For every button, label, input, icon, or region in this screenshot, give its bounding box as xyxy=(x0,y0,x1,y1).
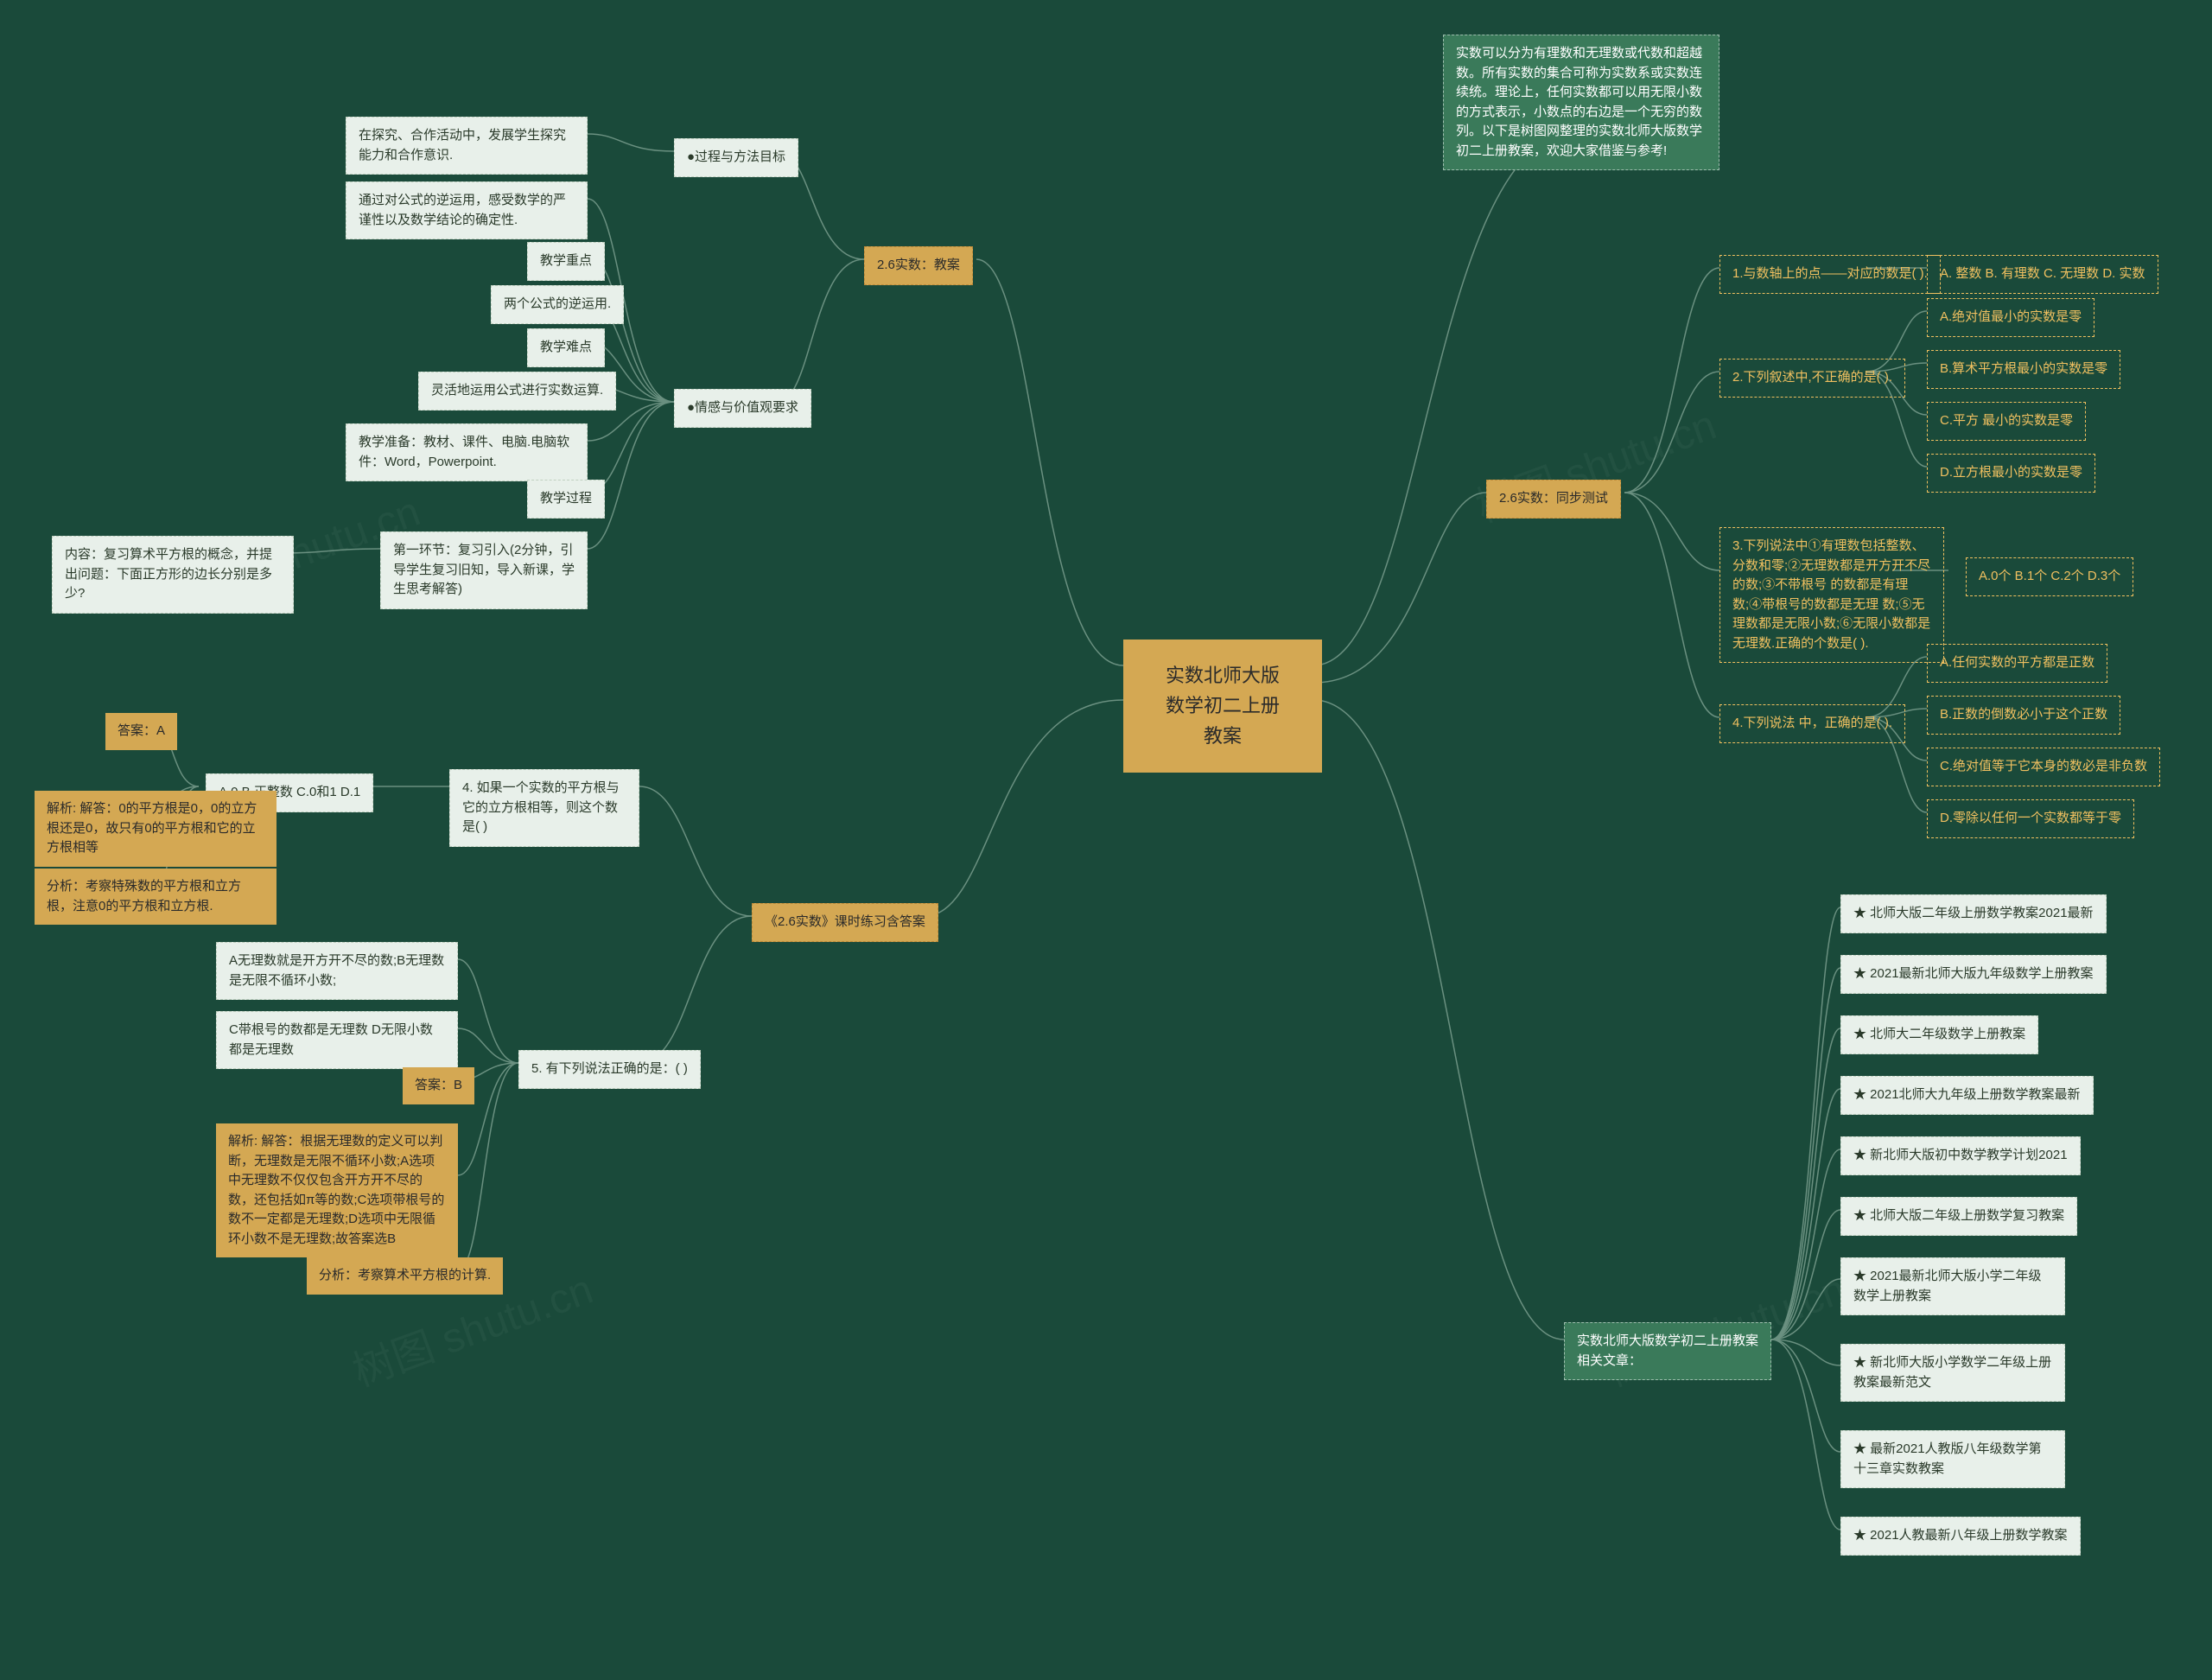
node-b-q4: 4.下列说法 中，正确的是( ). xyxy=(1719,704,1905,743)
branch-a-title: 2.6实数：教案 xyxy=(864,246,973,285)
node-b-q2: 2.下列叙述中,不正确的是( ). xyxy=(1719,359,1905,398)
node-a-c8: 教学过程 xyxy=(527,480,605,519)
node-d-item-7: ★ 新北师大版小学数学二年级上册教案最新范文 xyxy=(1840,1344,2065,1402)
node-d-item-6: ★ 2021最新北师大版小学二年级数学上册教案 xyxy=(1840,1257,2065,1315)
node-a-c7: 教学准备：教材、课件、电脑.电脑软件：Word，Powerpoint. xyxy=(346,423,588,481)
node-b-q2a: A.绝对值最小的实数是零 xyxy=(1927,298,2094,337)
node-d-item-0: ★ 北师大版二年级上册数学教案2021最新 xyxy=(1840,894,2107,933)
intro-text: 实数可以分为有理数和无理数或代数和超越数。所有实数的集合可称为实数系或实数连续统… xyxy=(1443,35,1719,170)
node-b-q4a: A.任何实数的平方都是正数 xyxy=(1927,644,2107,683)
connector-layer xyxy=(0,0,2212,1680)
node-d-item-8: ★ 最新2021人教版八年级数学第十三章实数教案 xyxy=(1840,1430,2065,1488)
node-b-q1-ans: A. 整数 B. 有理数 C. 无理数 D. 实数 xyxy=(1927,255,2158,294)
node-a-c1: 在探究、合作活动中，发展学生探究能力和合作意识. xyxy=(346,117,588,175)
branch-b-title: 2.6实数：同步测试 xyxy=(1486,480,1621,519)
node-d-item-5: ★ 北师大版二年级上册数学复习教案 xyxy=(1840,1197,2077,1236)
node-c-q4: 4. 如果一个实数的平方根与它的立方根相等，则这个数是( ) xyxy=(449,769,639,847)
node-c-q5-ans: 答案：B xyxy=(403,1067,474,1104)
node-b-q4b: B.正数的倒数必小于这个正数 xyxy=(1927,696,2120,735)
node-a-b2: ●情感与价值观要求 xyxy=(674,389,811,428)
node-c-q5b: C带根号的数都是无理数 D无限小数都是无理数 xyxy=(216,1011,458,1069)
node-b-q4d: D.零除以任何一个实数都等于零 xyxy=(1927,799,2134,838)
node-d-item-4: ★ 新北师大版初中数学教学计划2021 xyxy=(1840,1136,2081,1175)
node-c-q4-ans: 答案：A xyxy=(105,713,177,750)
node-d-item-3: ★ 2021北师大九年级上册数学教案最新 xyxy=(1840,1076,2094,1115)
node-a-c2: 通过对公式的逆运用，感受数学的严谨性以及数学结论的确定性. xyxy=(346,181,588,239)
node-a-b1: ●过程与方法目标 xyxy=(674,138,798,177)
node-b-q2b: B.算术平方根最小的实数是零 xyxy=(1927,350,2120,389)
center-topic: 实数北师大版数学初二上册教案 xyxy=(1123,640,1322,773)
node-d-item-9: ★ 2021人教最新八年级上册数学教案 xyxy=(1840,1517,2081,1556)
node-c-q5a: A无理数就是开方开不尽的数;B无理数是无限不循环小数; xyxy=(216,942,458,1000)
node-c-q5: 5. 有下列说法正确的是：( ) xyxy=(518,1050,701,1089)
node-b-q1: 1.与数轴上的点——对应的数是( ). xyxy=(1719,255,1941,294)
node-a-c3: 教学重点 xyxy=(527,242,605,281)
node-b-q4c: C.绝对值等于它本身的数必是非负数 xyxy=(1927,748,2160,786)
node-b-q3-ans: A.0个 B.1个 C.2个 D.3个 xyxy=(1966,557,2133,596)
node-a-c6: 灵活地运用公式进行实数运算. xyxy=(418,372,616,410)
node-b-q2c: C.平方 最小的实数是零 xyxy=(1927,402,2086,441)
node-a-c4: 两个公式的逆运用. xyxy=(491,285,624,324)
node-d-item-1: ★ 2021最新北师大版九年级数学上册教案 xyxy=(1840,955,2107,994)
node-c-q4-exp1: 解析: 解答：0的平方根是0，0的立方根还是0，故只有0的平方根和它的立方根相等 xyxy=(35,791,276,867)
branch-c-title: 《2.6实数》课时练习含答案 xyxy=(752,903,938,942)
node-a-c10: 内容：复习算术平方根的概念，并提出问题：下面正方形的边长分别是多少? xyxy=(52,536,294,614)
node-a-c9: 第一环节：复习引入(2分钟，引导学生复习旧知，导入新课，学生思考解答) xyxy=(380,531,588,609)
node-b-q3: 3.下列说法中①有理数包括整数、分数和零;②无理数都是开方开不尽的数;③不带根号… xyxy=(1719,527,1944,663)
node-a-c5: 教学难点 xyxy=(527,328,605,367)
node-c-q5-exp2: 分析：考察算术平方根的计算. xyxy=(307,1257,503,1295)
branch-d-title: 实数北师大版数学初二上册教案相关文章： xyxy=(1564,1322,1771,1380)
node-c-q4-exp2: 分析：考察特殊数的平方根和立方根，注意0的平方根和立方根. xyxy=(35,869,276,925)
node-b-q2d: D.立方根最小的实数是零 xyxy=(1927,454,2095,493)
node-c-q5-exp1: 解析: 解答：根据无理数的定义可以判断，无理数是无限不循环小数;A选项中无理数不… xyxy=(216,1123,458,1257)
node-d-item-2: ★ 北师大二年级数学上册教案 xyxy=(1840,1015,2038,1054)
